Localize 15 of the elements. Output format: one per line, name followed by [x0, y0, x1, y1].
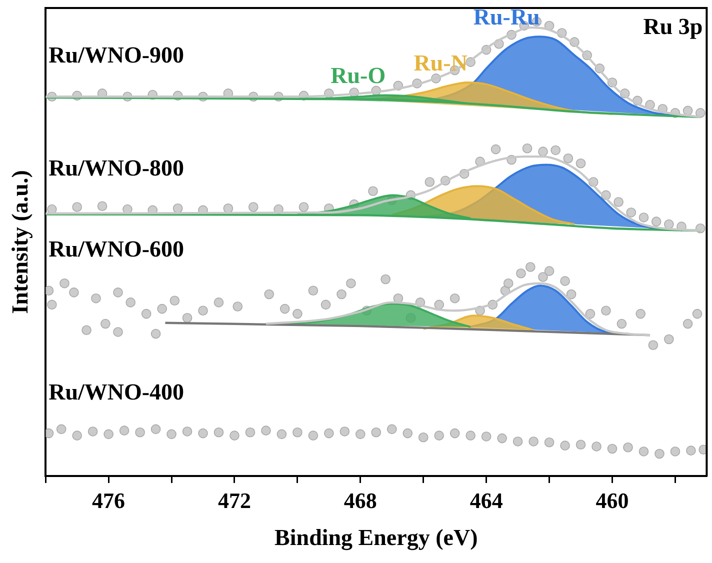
x-tick-label: 468: [344, 488, 377, 513]
x-tick-label: 472: [218, 488, 251, 513]
annotation: Ru 3p: [643, 14, 703, 39]
series-label: Ru/WNO-800: [48, 155, 184, 180]
series-label: Ru-Ru: [473, 4, 540, 30]
series-label: Ru/WNO-900: [48, 42, 184, 68]
x-tick-label: 460: [596, 488, 629, 513]
y-axis-title: Intensity (a.u.): [8, 170, 33, 314]
x-axis-title: Binding Energy (eV): [274, 525, 478, 552]
series-label: Ru-N: [414, 50, 468, 76]
x-tick-label: 464: [470, 488, 503, 513]
series-label: Ru/WNO-600: [48, 236, 184, 262]
series-label: Ru-O: [330, 63, 386, 88]
series-label: Ru/WNO-400: [48, 379, 184, 404]
x-tick-label: 476: [92, 488, 126, 513]
